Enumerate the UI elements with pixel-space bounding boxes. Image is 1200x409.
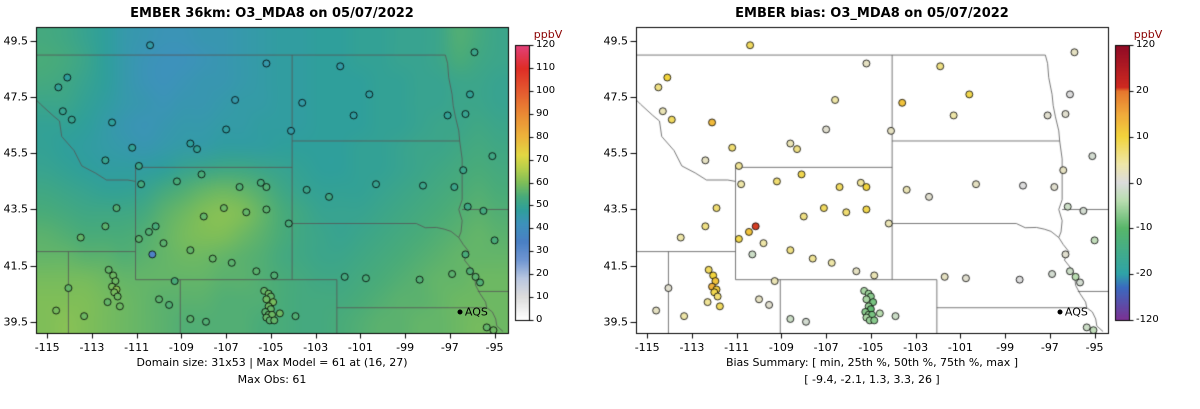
x-tick-label: -103 — [903, 341, 929, 354]
y-tick-label: 49.5 — [3, 34, 29, 48]
x-tick-label: -113 — [679, 341, 705, 354]
aqs-legend-dot — [1057, 309, 1063, 315]
y-tick-label: 39.5 — [603, 315, 629, 329]
x-tick-label: -103 — [303, 341, 329, 354]
colorbar-tick-label: 10 — [536, 291, 549, 303]
colorbar-tick-label: 0 — [536, 314, 543, 325]
model-colorbar-unit-label: ppbV — [533, 28, 563, 41]
bias-caption-summary-values: [ -9.4, -2.1, 1.3, 3.3, 26 ] — [804, 373, 940, 386]
bias-title: EMBER bias: O3_MDA8 on 05/07/2022 — [735, 6, 1009, 21]
colorbar-tick-label: 40 — [536, 222, 549, 234]
aqs-legend-dot — [457, 309, 463, 315]
x-tick-label: -109 — [768, 341, 794, 354]
colorbar-tick-label: -20 — [1136, 268, 1153, 280]
x-tick-label: -97 — [440, 341, 459, 354]
x-tick-label: -105 — [858, 341, 884, 354]
x-tick-label: -105 — [258, 341, 284, 354]
x-tick-label: -101 — [347, 341, 373, 354]
colorbar-tick-label: 100 — [536, 84, 556, 96]
x-tick-label: -113 — [79, 341, 105, 354]
y-tick-label: 39.5 — [3, 315, 29, 329]
colorbar-tick-label: -10 — [1136, 222, 1153, 234]
y-tick-label: 41.5 — [603, 259, 629, 273]
colorbar-tick-label: 50 — [536, 199, 549, 211]
model-caption-maxobs: Max Obs: 61 — [237, 373, 307, 386]
colorbar-tick-label: 10 — [1136, 130, 1149, 142]
model-title: EMBER 36km: O3_MDA8 on 05/07/2022 — [130, 6, 414, 21]
colorbar-tick-label: 110 — [536, 61, 556, 73]
y-tick-label: 45.5 — [603, 146, 629, 160]
colorbar-tick-label: 90 — [536, 107, 549, 119]
x-tick-label: -107 — [813, 341, 839, 354]
x-tick-label: -95 — [485, 341, 504, 354]
x-tick-label: -97 — [1040, 341, 1059, 354]
colorbar-tick-label: 20 — [1136, 84, 1149, 96]
aqs-legend-label: AQS — [464, 305, 488, 319]
model-caption-domain: Domain size: 31x53 | Max Model = 61 at (… — [136, 356, 408, 369]
bias-colorbar-unit-label: ppbV — [1133, 28, 1163, 41]
x-tick-label: -115 — [34, 341, 60, 354]
colorbar-tick-label: -120 — [1136, 314, 1159, 325]
colorbar-tick-label: 70 — [536, 153, 549, 165]
colorbar-tick-label: 120 — [536, 39, 556, 50]
x-tick-label: -99 — [996, 341, 1015, 354]
colorbar-tick-label: 0 — [1136, 176, 1143, 188]
colorbar-tick-label: 80 — [536, 130, 549, 142]
colorbar-tick-label: 30 — [536, 245, 549, 257]
x-tick-label: -101 — [947, 341, 973, 354]
x-tick-label: -95 — [1085, 341, 1104, 354]
bias-map-canvas — [600, 0, 1200, 409]
panel-bias: EMBER bias: O3_MDA8 on 05/07/2022 ppbV B… — [600, 0, 1200, 409]
colorbar-tick-label: 120 — [1136, 39, 1156, 50]
y-tick-label: 49.5 — [603, 34, 629, 48]
x-tick-label: -111 — [724, 341, 750, 354]
aqs-legend-label: AQS — [1064, 305, 1088, 319]
x-tick-label: -111 — [124, 341, 150, 354]
x-tick-label: -107 — [213, 341, 239, 354]
y-tick-label: 47.5 — [603, 90, 629, 104]
colorbar-tick-label: 60 — [536, 176, 549, 188]
bias-caption-summary-header: Bias Summary: [ min, 25th %, 50th %, 75t… — [725, 356, 1019, 369]
y-tick-label: 45.5 — [3, 146, 29, 160]
panel-model: EMBER 36km: O3_MDA8 on 05/07/2022 ppbV D… — [0, 0, 600, 409]
model-map-canvas — [0, 0, 600, 409]
colorbar-tick-label: 20 — [536, 268, 549, 280]
y-tick-label: 43.5 — [3, 202, 29, 216]
y-tick-label: 47.5 — [3, 90, 29, 104]
y-tick-label: 41.5 — [3, 259, 29, 273]
x-tick-label: -109 — [168, 341, 194, 354]
x-tick-label: -115 — [634, 341, 660, 354]
x-tick-label: -99 — [396, 341, 415, 354]
y-tick-label: 43.5 — [603, 202, 629, 216]
